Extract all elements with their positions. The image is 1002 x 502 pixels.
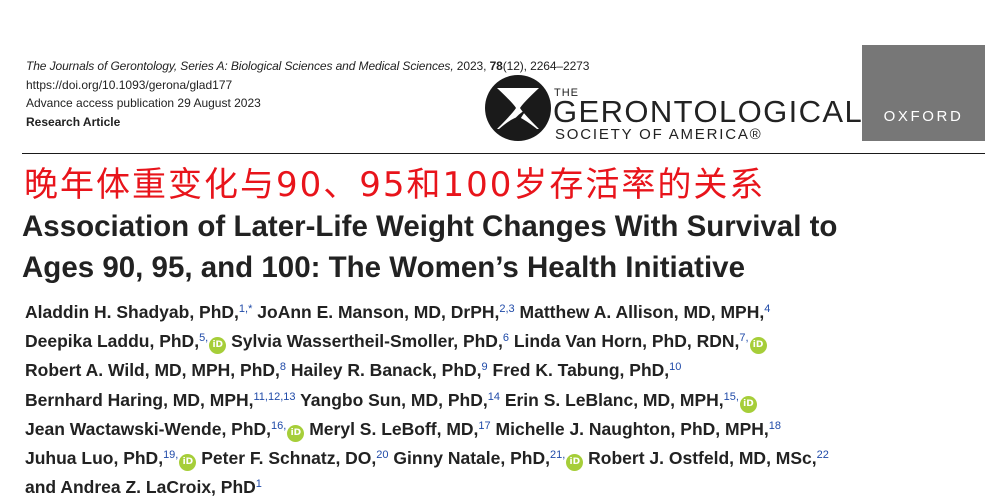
author-affiliation: 15, — [723, 390, 739, 403]
journal-name: The Journals of Gerontology, Series A: B… — [26, 59, 454, 73]
author-name: Bernhard Haring, MD, MPH, — [25, 389, 254, 410]
author-affiliation: 17 — [478, 419, 491, 432]
orcid-icon[interactable]: iD — [209, 337, 227, 355]
author-name: Juhua Luo, PhD, — [25, 448, 164, 469]
author-affiliation: 4 — [764, 303, 771, 315]
author-affiliation: 16, — [271, 419, 287, 432]
author-name: Peter F. Schnatz, DO, — [201, 448, 377, 469]
orcid-icon[interactable]: iD — [287, 424, 305, 442]
header-divider — [22, 153, 985, 154]
orcid-icon[interactable]: iD — [179, 454, 197, 472]
author-affiliation: 21, — [549, 449, 566, 462]
author-line: Deepika Laddu, PhD,5,iD Sylvia Wasserthe… — [25, 327, 1000, 356]
author-name: Linda Van Horn, PhD, RDN, — [513, 331, 740, 352]
gsa-name-text: GERONTOLOGICAL — [553, 94, 864, 129]
advance-access-date: Advance access publication 29 August 202… — [26, 96, 261, 110]
author-name: JoAnn E. Manson, MD, DrPH, — [257, 302, 500, 322]
gsa-subtitle-text: SOCIETY OF AMERICA® — [555, 126, 763, 143]
author-affiliation: 22 — [816, 449, 829, 462]
author-name: Robert A. Wild, MD, MPH, PhD, — [25, 360, 280, 381]
author-line: Juhua Luo, PhD,19,iD Peter F. Schnatz, D… — [25, 444, 1000, 473]
oxford-logo-text: OXFORD — [883, 108, 964, 125]
oxford-logo: OXFORD — [862, 45, 985, 141]
author-affiliation: 6 — [502, 332, 509, 345]
author-affiliation: 2,3 — [499, 303, 515, 315]
author-affiliation: 18 — [768, 419, 781, 432]
author-name: Erin S. LeBlanc, MD, MPH, — [504, 389, 724, 410]
author-name: Ginny Natale, PhD, — [393, 448, 550, 469]
author-name: Yangbo Sun, MD, PhD, — [300, 389, 488, 410]
journal-issue-pages: (12), 2264–2273 — [502, 59, 590, 73]
article-type: Research Article — [26, 114, 121, 129]
article-title-line-2: Ages 90, 95, and 100: The Women’s Health… — [22, 251, 745, 284]
author-affiliation: 1 — [255, 478, 262, 491]
orcid-icon[interactable]: iD — [566, 454, 584, 472]
journal-citation: The Journals of Gerontology, Series A: B… — [26, 57, 589, 76]
article-title-line-1: Association of Later-Life Weight Changes… — [22, 210, 838, 243]
author-line: Robert A. Wild, MD, MPH, PhD,8 Hailey R.… — [25, 356, 1000, 385]
journal-volume: 78 — [489, 59, 503, 73]
author-line: Jean Wactawski-Wende, PhD,16,iD Meryl S.… — [25, 415, 1000, 444]
author-name: Aladdin H. Shadyab, PhD, — [25, 302, 239, 322]
doi-link[interactable]: https://doi.org/10.1093/gerona/glad177 — [26, 77, 233, 92]
author-name: Fred K. Tabung, PhD, — [492, 360, 670, 381]
author-name: Matthew A. Allison, MD, MPH, — [519, 302, 765, 322]
author-name: Hailey R. Banack, PhD, — [290, 360, 482, 381]
author-name: Jean Wactawski-Wende, PhD, — [25, 418, 272, 439]
author-name: Sylvia Wassertheil-Smoller, PhD, — [231, 331, 503, 352]
author-line: and Andrea Z. LaCroix, PhD1 — [25, 473, 1000, 502]
author-affiliation: 8 — [279, 361, 287, 374]
author-name: and Andrea Z. LaCroix, PhD — [25, 477, 256, 498]
orcid-icon[interactable]: iD — [739, 395, 757, 413]
author-affiliation: 11,12,13 — [253, 390, 296, 403]
author-name: Meryl S. LeBoff, MD, — [309, 418, 479, 439]
gsa-logo-block: THE GERONTOLOGICAL SOCIETY OF AMERICA® — [483, 73, 862, 145]
article-title: Association of Later-Life Weight Changes… — [22, 206, 982, 288]
author-affiliation: 9 — [481, 361, 488, 374]
author-list: Aladdin H. Shadyab, PhD,1,* JoAnn E. Man… — [25, 298, 1000, 502]
author-affiliation: 5, — [199, 332, 209, 345]
author-name: Michelle J. Naughton, PhD, MPH, — [495, 418, 769, 439]
author-affiliation: 10 — [669, 361, 682, 374]
author-affiliation: 19, — [163, 449, 179, 462]
author-affiliation: 14 — [487, 390, 500, 403]
journal-year: 2023, — [456, 59, 487, 73]
gsa-the-text: THE — [554, 87, 579, 99]
author-line: Bernhard Haring, MD, MPH,11,12,13 Yangbo… — [25, 386, 1000, 415]
author-affiliation: 1,* — [238, 303, 253, 315]
author-affiliation: 20 — [376, 449, 389, 462]
author-line: Aladdin H. Shadyab, PhD,1,* JoAnn E. Man… — [25, 298, 1000, 327]
chinese-title: 晚年体重变化与90、95和100岁存活率的关系 — [24, 165, 766, 205]
journal-citation-block: The Journals of Gerontology, Series A: B… — [26, 57, 589, 131]
orcid-icon[interactable]: iD — [749, 337, 767, 355]
hourglass-logo-icon — [485, 75, 551, 141]
author-name: Robert J. Ostfeld, MD, MSc, — [588, 448, 817, 469]
author-affiliation: 7, — [739, 332, 749, 345]
author-name: Deepika Laddu, PhD, — [25, 331, 200, 352]
